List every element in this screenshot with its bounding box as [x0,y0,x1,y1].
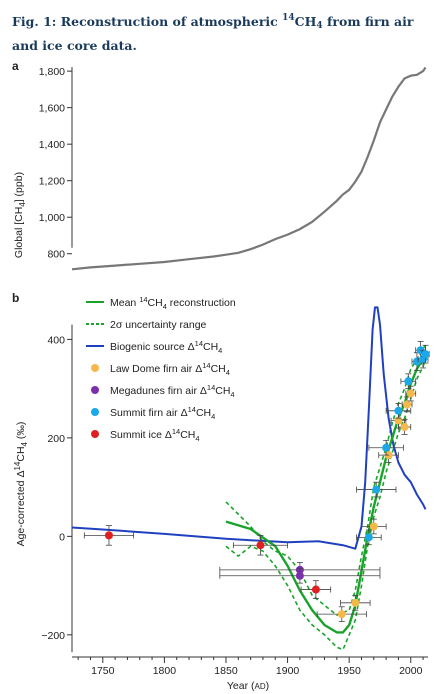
caption-suffix: from firn air and ice core data. [12,14,414,53]
caption-mid: CH [294,14,317,29]
panel-b-ytick-label: 200 [47,433,65,445]
caption-prefix: Fig. 1: Reconstruction of atmospheric [12,14,283,29]
legend-label: Summit ice Δ14CH4 [110,427,200,443]
point-marker [394,406,403,415]
uncertainty-upper-line [225,343,427,616]
data-point [401,396,413,413]
data-point [405,385,417,402]
data-point [356,529,382,546]
legend-swatch-dot [91,386,99,394]
point-marker [256,541,265,550]
panel-b-xtick-label: 1850 [214,665,238,677]
panel-b-xlabel: Year (AD) [227,680,269,692]
biogenic-source-line [71,306,427,550]
point-marker [382,443,391,452]
legend-item: Summit firn air Δ14CH4 [91,405,215,421]
data-point [300,580,332,599]
data-point [232,534,288,556]
panel-b-letter: b [12,291,19,305]
point-marker [412,357,421,366]
data-point [398,419,412,435]
data-point [356,481,397,498]
data-point [361,518,387,535]
panel-b-xtick-label: 1950 [337,665,361,677]
legend-swatch-dot [91,364,99,372]
legend-label: Megadunes firn air Δ14CH4 [110,383,235,399]
legend-label: Law Dome firn air Δ14CH4 [110,361,230,377]
panel-b-ytick-label: 0 [59,531,65,543]
point-marker [369,522,378,531]
point-marker [311,585,320,594]
data-point [316,606,367,622]
data-point [385,403,412,419]
panel-a-ytick-label: 800 [47,249,65,261]
panel-b-ytick-label: 400 [47,334,65,346]
legend-label: Biogenic source Δ14CH4 [110,339,222,355]
point-marker [372,485,381,494]
ch4-concentration-line [71,66,427,271]
data-point [340,595,371,611]
figure-caption: Fig. 1: Reconstruction of atmospheric 14… [12,8,432,56]
point-marker [404,377,413,386]
legend-swatch-dot [91,430,99,438]
legend-label: Summit firn air Δ14CH4 [110,405,215,421]
panel-a-letter: a [12,59,19,73]
legend-item: Mean 14CH4 reconstruction [86,295,236,311]
point-marker [421,350,430,359]
panel-a-ytick-label: 1,800 [39,66,65,78]
panel-b-xtick-label: 2000 [399,665,423,677]
data-point [219,567,381,584]
point-marker [394,416,403,425]
uncertainty-lower-line [225,358,427,651]
point-marker [403,400,412,409]
panel-b-ylabel: Age-corrected Δ14CH4 (‰) [13,422,29,547]
legend-item: Summit ice Δ14CH4 [91,427,200,443]
point-marker [364,533,373,542]
panel-b-ytick-label: −200 [41,630,65,642]
legend: Mean 14CH4 reconstruction 2σ uncertainty … [86,295,236,443]
panel-b-xtick-label: 1900 [276,665,300,677]
data-point [83,525,134,546]
point-marker [400,423,409,432]
caption-sup: 14 [282,13,295,23]
panel-a: a Global [CH4] (ppb) 800 1,000 1,200 1,400 1… [12,59,427,271]
point-marker [104,531,113,540]
legend-item: 2σ uncertainty range [86,319,207,331]
panel-a-ytick-label: 1,400 [39,139,65,151]
data-point [368,439,404,456]
panel-b-xtick-label: 1800 [153,665,177,677]
panel-b: b Age-corrected Δ14CH4 (‰) Year (AD) −20… [12,291,430,692]
panel-b-xtick-label: 1750 [91,665,115,677]
legend-swatch-dot [91,408,99,416]
data-point [400,373,417,390]
panel-a-ytick-label: 1,000 [39,212,65,224]
legend-item: Biogenic source Δ14CH4 [86,339,222,355]
legend-item: Law Dome firn air Δ14CH4 [91,361,230,377]
legend-label: Mean 14CH4 reconstruction [110,295,236,311]
panel-a-ytick-label: 1,600 [39,103,65,115]
legend-label: 2σ uncertainty range [110,319,207,331]
legend-item: Megadunes firn air Δ14CH4 [91,383,235,399]
panel-a-ytick-label: 1,200 [39,176,65,188]
panel-a-ylabel: Global [CH4] (ppb) [13,172,27,258]
point-marker [351,598,360,607]
data-point [411,352,423,371]
data-point [421,344,430,364]
caption-sub: 4 [316,21,323,31]
point-marker [295,571,304,580]
point-marker [406,389,415,398]
point-marker [337,610,346,619]
